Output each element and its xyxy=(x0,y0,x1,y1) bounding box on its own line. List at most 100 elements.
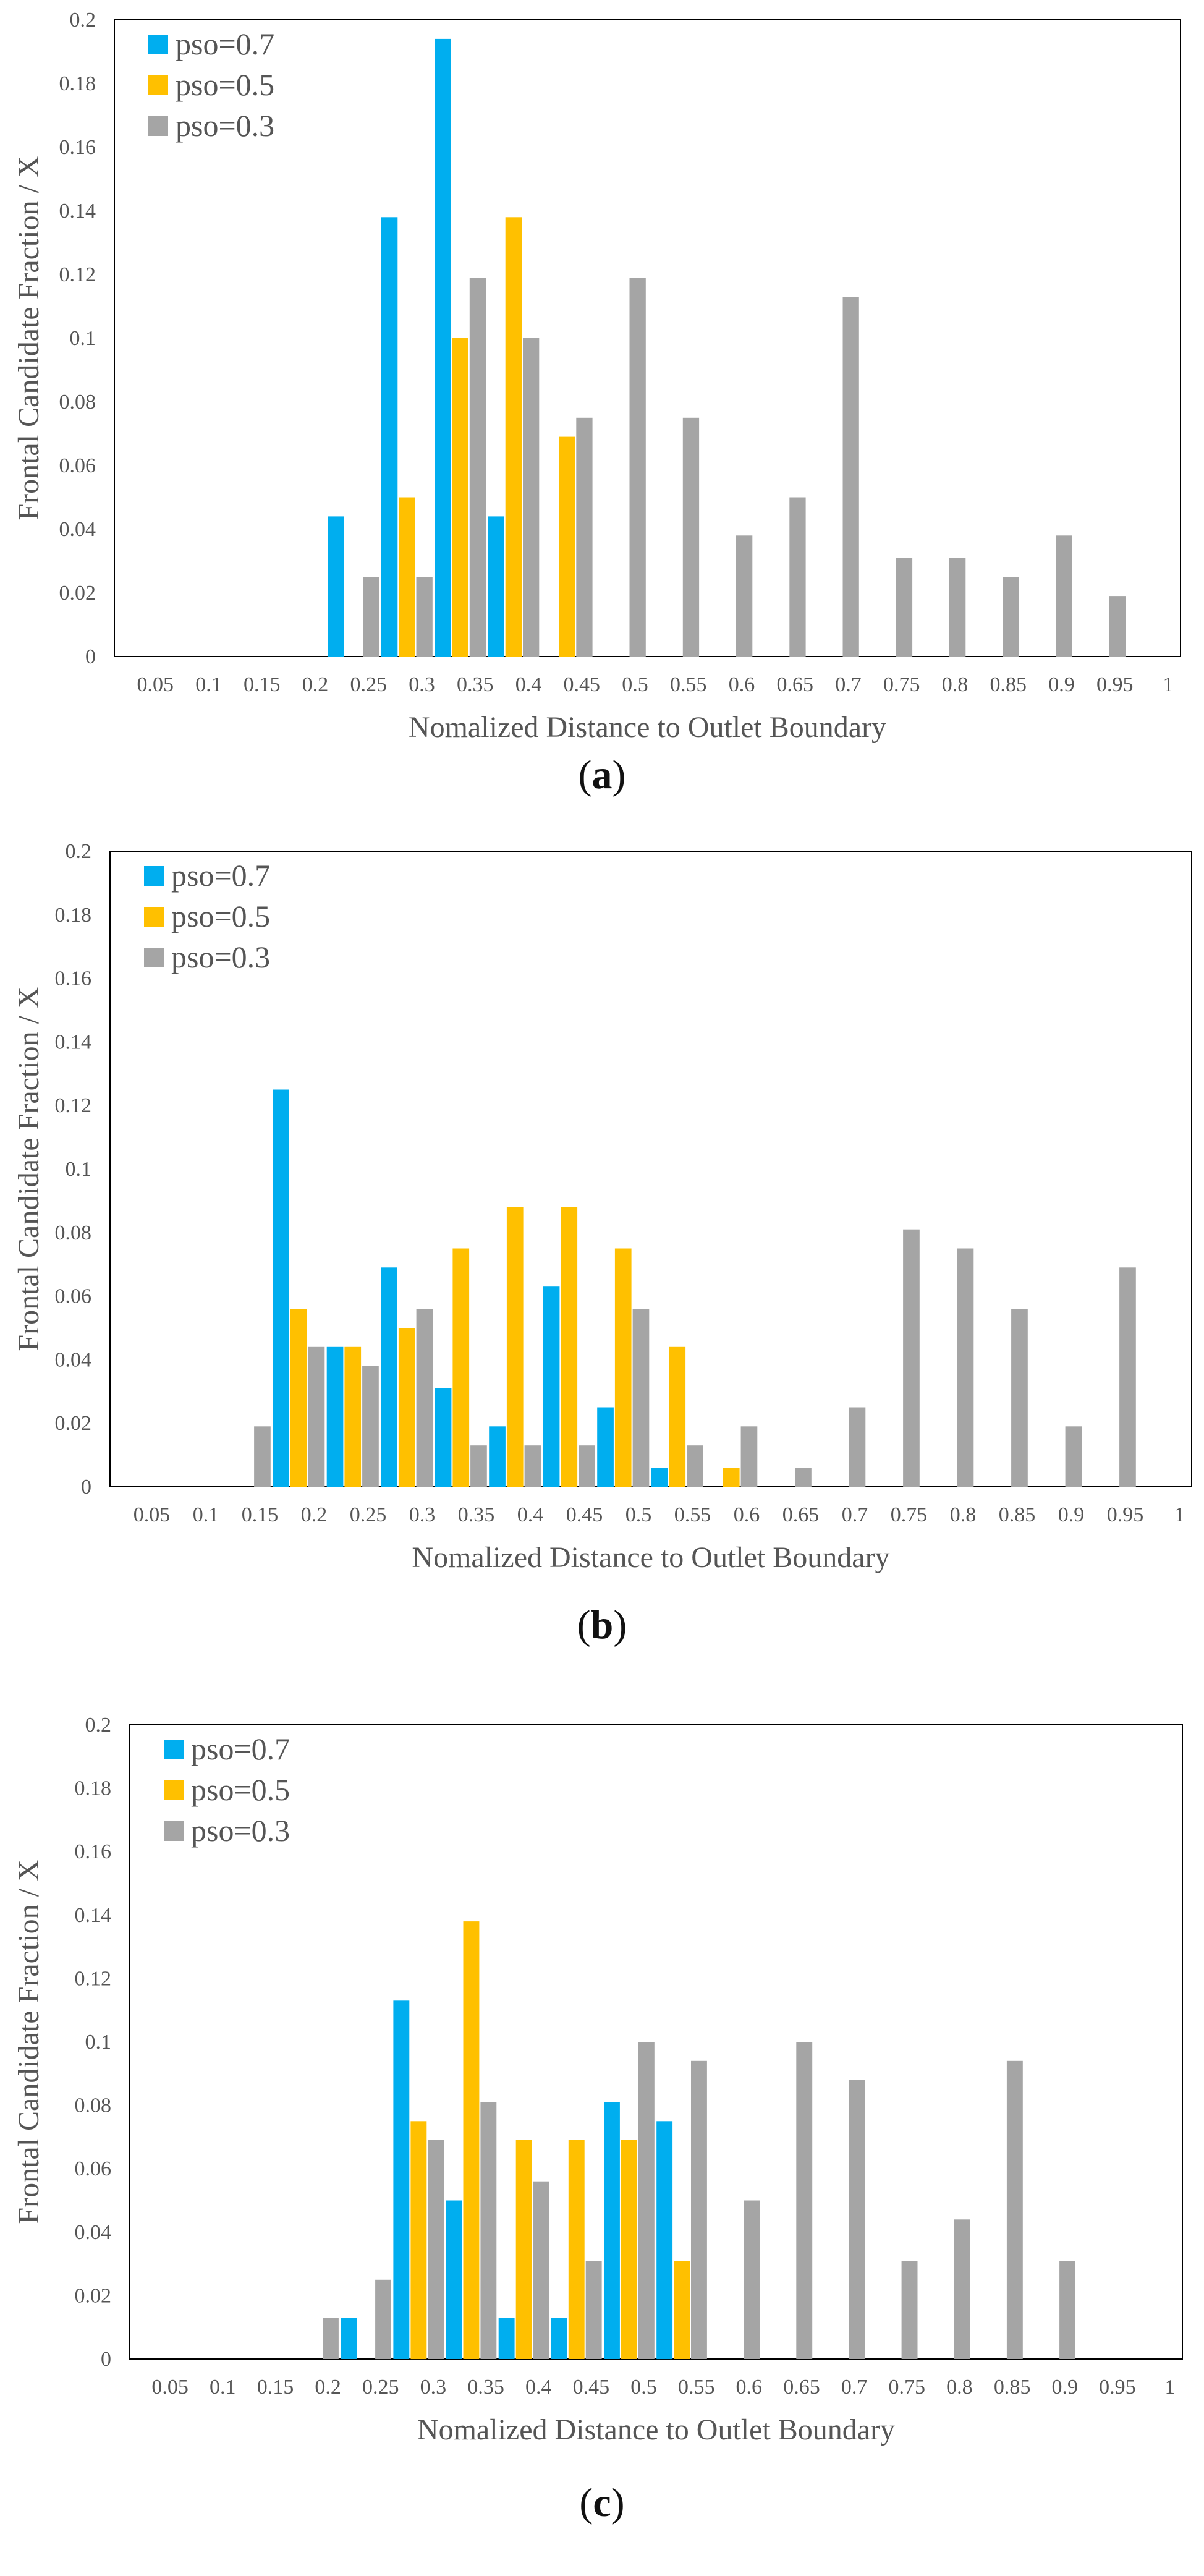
legend-swatch xyxy=(164,1780,184,1800)
x-tick-label: 0.65 xyxy=(777,673,814,696)
legend-swatch xyxy=(144,866,164,886)
x-tick-label: 0.2 xyxy=(301,1503,328,1526)
x-axis-label: Nomalized Distance to Outlet Boundary xyxy=(409,711,886,744)
bar-pso-0-3-0.3 xyxy=(428,2140,444,2359)
x-tick-label: 0.8 xyxy=(950,1503,977,1526)
bar-pso-0-7-0.4 xyxy=(488,516,504,657)
bar-pso-0-3-0.85 xyxy=(1003,577,1019,657)
y-tick-label: 0.12 xyxy=(59,263,96,286)
bar-pso-0-3-0.4 xyxy=(524,1445,541,1487)
x-tick-label: 0.55 xyxy=(674,1503,711,1526)
y-tick-label: 0.14 xyxy=(59,200,96,223)
y-tick-label: 0.18 xyxy=(75,1777,112,1800)
legend-swatch xyxy=(148,75,168,95)
x-tick-label: 0.75 xyxy=(883,673,920,696)
x-tick-label: 0.45 xyxy=(573,2376,610,2399)
bar-pso-0-5-0.45 xyxy=(561,1207,578,1487)
legend-entry: pso=0.5 xyxy=(176,67,274,102)
x-tick-label: 0.1 xyxy=(210,2376,236,2399)
bar-pso-0-5-0.3 xyxy=(399,497,415,657)
legend-entry: pso=0.3 xyxy=(176,108,274,143)
bar-pso-0-7-0.35 xyxy=(435,38,451,657)
y-tick-label: 0.2 xyxy=(66,840,92,863)
x-tick-label: 0.75 xyxy=(891,1503,928,1526)
x-tick-label: 0.9 xyxy=(1051,2376,1078,2399)
x-tick-label: 1 xyxy=(1163,673,1174,696)
bar-pso-0-7-0.55 xyxy=(651,1468,668,1487)
bar-pso-0-3-0.5 xyxy=(632,1309,650,1487)
bar-pso-0-3-0.7 xyxy=(849,2080,865,2359)
x-tick-label: 0.8 xyxy=(942,673,969,696)
legend-entry: pso=0.5 xyxy=(171,899,270,933)
legend-entry: pso=0.5 xyxy=(191,1772,290,1807)
bar-pso-0-7-0.5 xyxy=(597,1407,614,1487)
bar-pso-0-7-0.3 xyxy=(393,2000,410,2359)
y-tick-label: 0.16 xyxy=(55,967,92,990)
bar-pso-0-7-0.45 xyxy=(543,1286,560,1487)
bar-pso-0-3-0.9 xyxy=(1065,1426,1082,1487)
y-tick-label: 0.1 xyxy=(66,1158,92,1181)
bar-pso-0-7-0.45 xyxy=(551,2318,567,2359)
bar-pso-0-3-0.45 xyxy=(579,1445,595,1487)
bar-pso-0-3-0.95 xyxy=(1109,596,1126,657)
bar-pso-0-3-0.2 xyxy=(323,2318,339,2359)
panel-caption: (b) xyxy=(577,1602,627,1647)
bar-pso-0-7-0.3 xyxy=(381,1267,397,1487)
y-tick-label: 0.12 xyxy=(75,1967,112,1990)
x-tick-label: 0.35 xyxy=(467,2376,504,2399)
x-tick-label: 0.65 xyxy=(782,1503,820,1526)
bar-pso-0-5-0.3 xyxy=(410,2121,427,2360)
bar-pso-0-3-0.55 xyxy=(682,417,700,657)
y-tick-label: 0 xyxy=(81,1476,91,1498)
bar-pso-0-7-0.25 xyxy=(341,2318,357,2359)
x-tick-label: 0.4 xyxy=(525,2376,552,2399)
bar-pso-0-7-0.3 xyxy=(381,217,398,657)
bar-pso-0-5-0.35 xyxy=(463,1921,480,2359)
x-tick-label: 0.3 xyxy=(409,673,435,696)
x-tick-label: 0.85 xyxy=(990,673,1027,696)
bar-pso-0-7-0.5 xyxy=(604,2102,620,2359)
bar-pso-0-5-0.6 xyxy=(723,1468,740,1487)
legend-swatch xyxy=(164,1821,184,1841)
x-tick-label: 0.7 xyxy=(841,2376,868,2399)
x-tick-label: 0.85 xyxy=(994,2376,1031,2399)
x-tick-label: 1 xyxy=(1174,1503,1185,1526)
chart-panel-b: 0 0.02 0.04 0.06 0.08 0.1 0.12 0.14 0.16 0.18 0.2 0… xyxy=(0,828,1204,1706)
bar-pso-0-3-0.4 xyxy=(533,2181,549,2359)
bar-pso-0-3-0.55 xyxy=(687,1445,703,1487)
bar-pso-0-7-0.4 xyxy=(489,1426,506,1487)
bar-pso-0-3-0.9 xyxy=(1059,2261,1075,2359)
bar-pso-0-3-0.75 xyxy=(896,558,913,657)
x-tick-label: 0.85 xyxy=(999,1503,1036,1526)
y-tick-label: 0.16 xyxy=(59,136,96,159)
y-tick-label: 0.18 xyxy=(55,904,92,927)
bar-pso-0-7-0.55 xyxy=(656,2121,673,2360)
x-tick-label: 0.05 xyxy=(134,1503,171,1526)
bar-pso-0-3-0.35 xyxy=(469,278,486,657)
y-tick-label: 0.14 xyxy=(55,1031,92,1053)
x-tick-label: 0.55 xyxy=(678,2376,715,2399)
bar-pso-0-5-0.4 xyxy=(506,1207,524,1487)
bar-pso-0-3-0.25 xyxy=(363,577,379,657)
x-tick-label: 0.95 xyxy=(1107,1503,1144,1526)
x-tick-label: 1 xyxy=(1165,2376,1176,2399)
y-tick-label: 0.06 xyxy=(59,454,96,477)
bar-pso-0-3-0.45 xyxy=(576,417,593,657)
bar-pso-0-3-0.7 xyxy=(842,297,859,657)
x-tick-label: 0.1 xyxy=(195,673,222,696)
legend-swatch xyxy=(164,1740,184,1759)
x-tick-label: 0.3 xyxy=(409,1503,436,1526)
bar-pso-0-3-0.65 xyxy=(789,497,806,657)
bar-pso-0-5-0.2 xyxy=(290,1309,307,1487)
chart-svg-c: 0 0.02 0.04 0.06 0.08 0.1 0.12 0.14 0.16 0.18 0.2 0… xyxy=(12,1714,1183,2525)
y-tick-label: 0.1 xyxy=(70,327,96,350)
bar-pso-0-3-0.8 xyxy=(949,558,966,657)
bar-pso-0-7-0.25 xyxy=(326,1346,344,1487)
legend-entry: pso=0.7 xyxy=(176,27,274,61)
bar-pso-0-3-0.35 xyxy=(470,1445,487,1487)
y-tick-label: 0.16 xyxy=(75,1840,112,1863)
chart-svg-b: 0 0.02 0.04 0.06 0.08 0.1 0.12 0.14 0.16 0.18 0.2 0… xyxy=(12,840,1192,1647)
x-tick-label: 0.1 xyxy=(193,1503,219,1526)
legend-entry: pso=0.3 xyxy=(191,1813,290,1848)
bar-pso-0-7-0.25 xyxy=(328,516,344,657)
